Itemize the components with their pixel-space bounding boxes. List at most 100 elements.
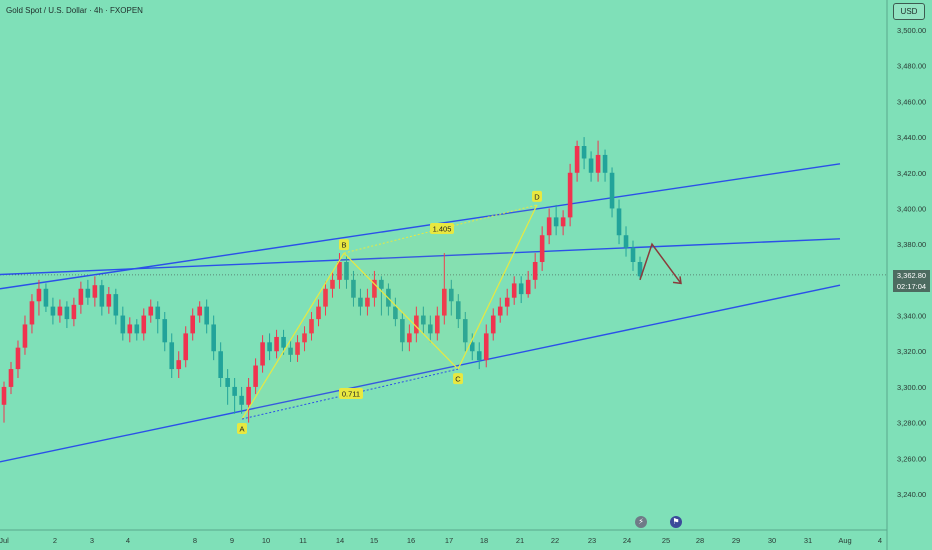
candle-body <box>78 288 84 305</box>
pattern-point-label: C <box>455 375 461 384</box>
countdown-tag: 02:17:04 <box>893 281 930 292</box>
candle-body <box>50 306 56 316</box>
candle-body <box>435 315 440 334</box>
ratio-line-bd <box>343 204 538 254</box>
us-flag-icon[interactable]: ⚑ <box>670 516 682 528</box>
candle-body <box>539 235 545 262</box>
last-price-tag: 3,362.80 <box>893 270 930 281</box>
candle-body <box>323 288 328 307</box>
candle-body <box>553 217 559 227</box>
candle-body <box>476 351 482 361</box>
candle-body <box>8 369 14 387</box>
x-tick-label: 3 <box>90 536 94 545</box>
candle-body <box>511 283 517 298</box>
candle-body <box>211 324 216 352</box>
projection-arrow <box>639 242 682 284</box>
candle-body <box>295 342 300 355</box>
candle-body <box>92 285 98 298</box>
x-tick-label: 16 <box>407 536 415 545</box>
candle-body <box>232 386 237 396</box>
pattern-point-box <box>237 423 247 435</box>
candle-body <box>155 306 161 320</box>
y-tick-label: 3,440.00 <box>897 133 926 142</box>
candle-body <box>106 294 112 307</box>
x-tick-label: 28 <box>696 536 704 545</box>
x-tick-label: 25 <box>662 536 670 545</box>
y-tick-label: 3,500.00 <box>897 26 926 35</box>
candle-body <box>616 208 622 236</box>
x-tick-label: 8 <box>193 536 197 545</box>
candle-body <box>190 315 196 334</box>
candle-body <box>448 288 454 302</box>
pattern-point-label: B <box>341 241 346 250</box>
candle-body <box>316 306 321 320</box>
x-tick-label: 10 <box>262 536 270 545</box>
pattern-leg <box>343 252 459 370</box>
candle-body <box>344 262 349 280</box>
candle-body <box>567 172 573 218</box>
candle-body <box>483 333 489 361</box>
y-tick-label: 3,460.00 <box>897 97 926 106</box>
candle-body <box>337 262 342 280</box>
candle-body <box>197 306 202 316</box>
candle-body <box>504 297 510 307</box>
flash-icon[interactable]: ⚡ <box>635 516 647 528</box>
y-tick-label: 3,400.00 <box>897 204 926 213</box>
candle-body <box>36 288 42 302</box>
y-tick-label: 3,320.00 <box>897 347 926 356</box>
candle-body <box>1 386 7 405</box>
x-tick-label: 9 <box>230 536 234 545</box>
candle-body <box>183 333 189 361</box>
candle-body <box>288 347 293 355</box>
candle-body <box>393 306 398 320</box>
pattern-point-label: A <box>239 425 244 434</box>
candle-body <box>623 235 629 248</box>
pattern-fill-abc <box>242 253 458 420</box>
x-tick-label: 17 <box>445 536 453 545</box>
x-tick-label: 4 <box>126 536 130 545</box>
pattern-point-box <box>453 373 463 385</box>
pattern-fill-bcd <box>344 204 537 370</box>
candle-body <box>302 333 307 343</box>
x-tick-label: 18 <box>480 536 488 545</box>
x-tick-label: 2 <box>53 536 57 545</box>
candle-body <box>428 324 433 334</box>
candle-body <box>15 347 21 370</box>
candle-body <box>469 342 475 352</box>
candle-body <box>455 301 461 320</box>
candle-body <box>365 297 370 307</box>
candle-body <box>330 279 335 289</box>
candle-body <box>22 324 28 348</box>
candle-body <box>518 283 524 295</box>
x-tick-label: 30 <box>768 536 776 545</box>
candle-body <box>372 279 377 298</box>
candle-body <box>239 395 244 405</box>
x-tick-label: 21 <box>516 536 524 545</box>
x-tick-label: 29 <box>732 536 740 545</box>
y-tick-label: 3,260.00 <box>897 454 926 463</box>
y-tick-label: 3,480.00 <box>897 62 926 71</box>
pattern-point-label: D <box>534 192 540 201</box>
pattern-point-box <box>339 239 349 251</box>
x-tick-label: 31 <box>804 536 812 545</box>
x-tick-label: 14 <box>336 536 344 545</box>
candle-body <box>400 319 405 343</box>
candle-body <box>99 285 105 307</box>
candle-body <box>595 154 601 173</box>
candle-body <box>176 360 182 370</box>
trendline-2 <box>0 238 841 276</box>
ratio-line-ac <box>241 368 459 420</box>
pattern-leg <box>241 252 345 420</box>
candle-body <box>630 247 636 262</box>
y-tick-label: 3,340.00 <box>897 312 926 321</box>
candle-body <box>414 315 419 334</box>
candle-body <box>113 294 119 316</box>
candle-body <box>379 279 384 289</box>
currency-button[interactable]: USD <box>893 3 925 20</box>
candle-body <box>274 336 279 352</box>
candle-body <box>351 279 356 298</box>
candle-body <box>253 365 258 387</box>
